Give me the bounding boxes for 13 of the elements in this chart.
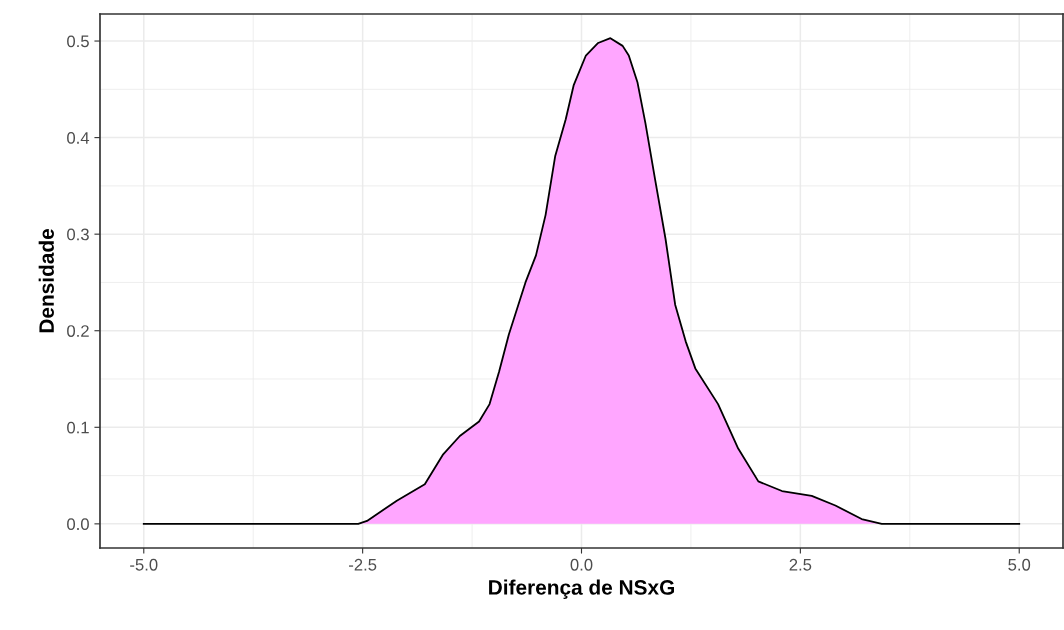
x-tick-label: -2.5 — [349, 558, 377, 571]
x-tick-label: 0.0 — [570, 558, 593, 571]
y-tick-label: 0.4 — [67, 132, 90, 144]
y-tick-label: 0.2 — [67, 325, 89, 337]
x-axis-title: Diferença de NSxG — [489, 579, 674, 599]
y-tick-label: 0.0 — [67, 518, 89, 531]
y-tick-label: 0.5 — [67, 35, 89, 48]
x-tick-label: -5.0 — [130, 558, 158, 571]
y-tick-label: 0.3 — [67, 228, 89, 241]
x-tick-label: 5.0 — [1008, 558, 1031, 571]
x-tick-label: 2.5 — [789, 558, 812, 571]
y-axis-title: Densidade — [38, 229, 54, 333]
y-tick-label: 0.1 — [67, 421, 89, 434]
